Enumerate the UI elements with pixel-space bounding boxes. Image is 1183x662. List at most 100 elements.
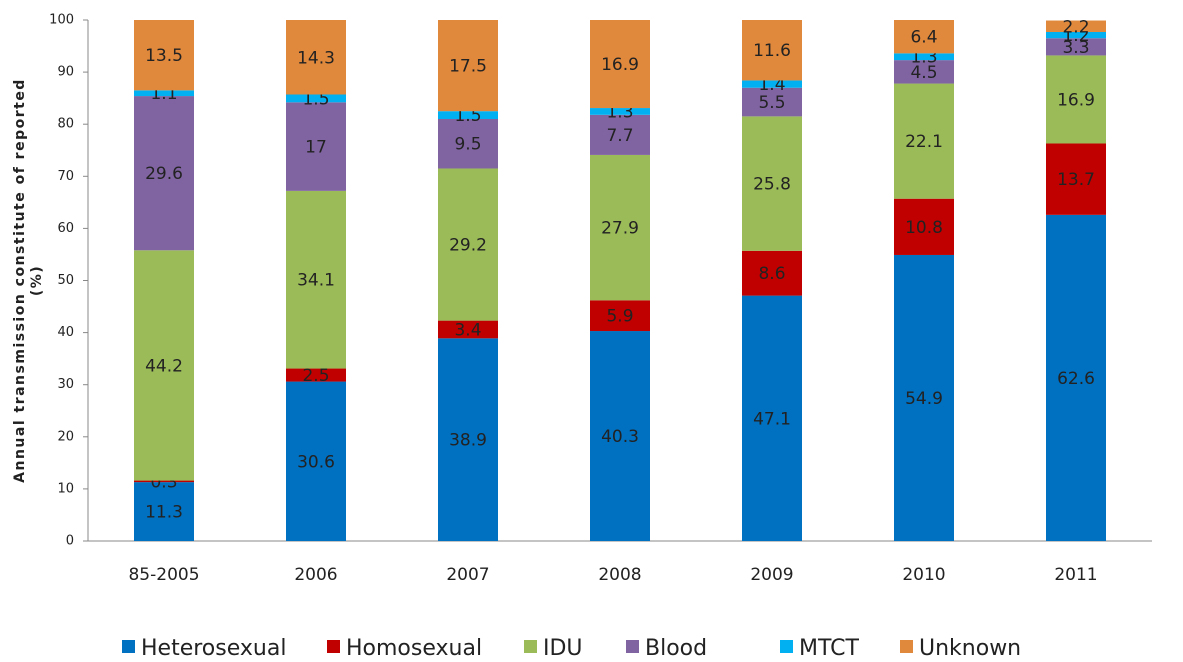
data-label: 47.1 bbox=[753, 409, 791, 429]
y-tick-label: 80 bbox=[57, 117, 74, 132]
bar-segment bbox=[590, 20, 650, 109]
data-label: 9.5 bbox=[454, 135, 481, 155]
data-label: 11.3 bbox=[145, 503, 183, 523]
bar-segment bbox=[286, 102, 346, 191]
legend-label: Homosexual bbox=[346, 636, 482, 661]
bar-segment bbox=[1046, 214, 1106, 541]
legend-label: MTCT bbox=[799, 636, 859, 661]
bar-segment bbox=[742, 295, 802, 541]
y-tick-label: 10 bbox=[57, 481, 74, 496]
bar-segment bbox=[590, 114, 650, 155]
x-tick-label: 2006 bbox=[294, 565, 337, 585]
bar-segment bbox=[286, 368, 346, 382]
data-label: 38.9 bbox=[449, 431, 487, 451]
bar-segment bbox=[590, 108, 650, 115]
bar-segment bbox=[894, 20, 954, 54]
bar-segment bbox=[438, 338, 498, 541]
y-tick-label: 50 bbox=[57, 273, 74, 288]
data-label: 14.3 bbox=[297, 48, 335, 68]
data-label: 6.4 bbox=[910, 28, 937, 48]
bar-segment bbox=[134, 90, 194, 97]
data-label: 13.7 bbox=[1057, 170, 1095, 190]
y-tick-label: 40 bbox=[57, 325, 74, 340]
y-tick-label: 30 bbox=[57, 377, 74, 392]
data-label: 3.4 bbox=[454, 320, 481, 340]
bar-segment bbox=[1046, 31, 1106, 39]
bar-segment bbox=[438, 320, 498, 339]
data-label: 22.1 bbox=[905, 132, 943, 152]
data-label: 29.2 bbox=[449, 236, 487, 256]
data-label: 34.1 bbox=[297, 271, 335, 291]
legend-swatch bbox=[122, 640, 135, 653]
bar-segment bbox=[286, 190, 346, 369]
x-tick-label: 2011 bbox=[1054, 565, 1097, 585]
bar-segment bbox=[286, 381, 346, 541]
bar-segment bbox=[894, 60, 954, 84]
data-label: 62.6 bbox=[1057, 369, 1095, 389]
data-label: 5.9 bbox=[606, 307, 633, 327]
bar-segment bbox=[590, 331, 650, 541]
bar-segment bbox=[438, 118, 498, 169]
y-tick-label: 70 bbox=[57, 169, 74, 184]
legend-swatch bbox=[524, 640, 537, 653]
bar-segment bbox=[590, 300, 650, 332]
data-label: 27.9 bbox=[601, 219, 639, 239]
x-tick-label: 2009 bbox=[750, 565, 793, 585]
bar-segment bbox=[894, 83, 954, 199]
x-tick-label: 2007 bbox=[446, 565, 489, 585]
bar-segment bbox=[590, 154, 650, 301]
bar-segment bbox=[438, 111, 498, 119]
legend-label: Blood bbox=[645, 636, 707, 661]
bar-segment bbox=[134, 480, 194, 483]
bar-segment bbox=[894, 53, 954, 61]
data-label: 25.8 bbox=[753, 175, 791, 195]
data-label: 17 bbox=[305, 138, 327, 158]
bar-segment bbox=[134, 96, 194, 251]
y-tick-label: 0 bbox=[66, 534, 74, 549]
y-axis-label-line: (%) bbox=[29, 265, 45, 296]
bar-segment bbox=[134, 20, 194, 91]
data-label: 7.7 bbox=[606, 126, 633, 146]
data-label: 16.9 bbox=[601, 55, 639, 75]
data-label: 4.5 bbox=[910, 63, 937, 83]
y-axis-label: Annual transmission constitute of report… bbox=[12, 78, 45, 483]
y-tick-label: 60 bbox=[57, 221, 74, 236]
data-label: 30.6 bbox=[297, 452, 335, 472]
data-label: 16.9 bbox=[1057, 90, 1095, 110]
bar-segment bbox=[438, 20, 498, 112]
data-label: 2.5 bbox=[302, 366, 329, 386]
data-label: 10.8 bbox=[905, 218, 943, 238]
data-label: 40.3 bbox=[601, 427, 639, 447]
bar-segment bbox=[742, 80, 802, 88]
data-label: 3.3 bbox=[1062, 38, 1089, 58]
bar-segment bbox=[286, 94, 346, 103]
y-axis-label-line: Annual transmission constitute of report… bbox=[12, 78, 28, 483]
data-label: 11.6 bbox=[753, 41, 791, 61]
bar-segment bbox=[742, 116, 802, 251]
legend-label: Heterosexual bbox=[141, 636, 286, 661]
x-tick-label: 2010 bbox=[902, 565, 945, 585]
data-label: 29.6 bbox=[145, 164, 183, 184]
bar-segment bbox=[1046, 20, 1106, 32]
legend-swatch bbox=[900, 640, 913, 653]
data-label: 44.2 bbox=[145, 356, 183, 376]
bar-segment bbox=[894, 254, 954, 541]
data-label: 13.5 bbox=[145, 46, 183, 66]
bar-segment bbox=[286, 20, 346, 95]
y-tick-label: 20 bbox=[57, 429, 74, 444]
legend-swatch bbox=[327, 640, 340, 653]
bar-segment bbox=[438, 168, 498, 321]
bar-segment bbox=[1046, 55, 1106, 144]
bar-segment bbox=[894, 198, 954, 255]
legend-label: Unknown bbox=[919, 636, 1021, 661]
legend-swatch bbox=[626, 640, 639, 653]
bar-segment bbox=[742, 250, 802, 296]
y-tick-label: 90 bbox=[57, 65, 74, 80]
data-label: 5.5 bbox=[758, 93, 785, 113]
data-label: 8.6 bbox=[758, 264, 785, 284]
bar-segment bbox=[134, 250, 194, 481]
x-tick-label: 2008 bbox=[598, 565, 641, 585]
x-tick-label: 85-2005 bbox=[128, 565, 199, 585]
legend-swatch bbox=[780, 640, 793, 653]
